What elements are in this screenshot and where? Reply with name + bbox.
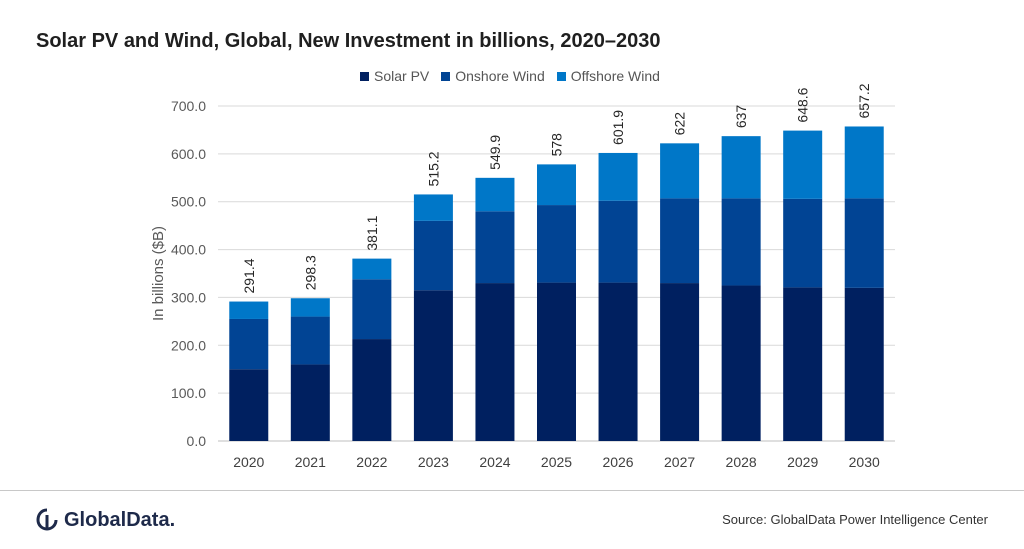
logo-text: GlobalData.: [64, 508, 176, 531]
bar-segment-offshore-wind: [413, 194, 453, 221]
stacked-bar-chart: 0.0 100.0 200.0 300.0 400.0 500.0 600.0 700.0 In…: [150, 83, 895, 470]
bar-segment-onshore-wind: [844, 198, 884, 288]
x-tick-label: 2030: [849, 454, 880, 470]
x-tick-label: 2024: [479, 454, 510, 470]
source-note: Source: GlobalData Power Intelligence Ce…: [722, 512, 988, 527]
legend-item-onshore-wind: Onshore Wind: [441, 68, 545, 84]
y-tick-label: 500.0: [171, 194, 206, 210]
x-tick-label: 2025: [541, 454, 572, 470]
x-tick-label: 2027: [664, 454, 695, 470]
bar-segment-solar-pv: [290, 364, 330, 441]
legend-label-solar-pv: Solar PV: [374, 68, 430, 84]
total-data-label: 291.4: [241, 258, 257, 293]
legend-item-offshore-wind: Offshore Wind: [556, 68, 660, 84]
legend-swatch-offshore-wind: [556, 71, 566, 81]
bar-segment-solar-pv: [721, 285, 761, 441]
y-tick-label: 600.0: [171, 146, 206, 162]
bar-segment-onshore-wind: [537, 205, 576, 283]
bar-segment-solar-pv: [229, 369, 269, 441]
x-tick-label: 2029: [787, 454, 818, 470]
bar-segment-onshore-wind: [229, 318, 269, 370]
bar-segment-solar-pv: [413, 290, 453, 441]
legend-label-onshore-wind: Onshore Wind: [455, 68, 545, 84]
y-tick-label: 200.0: [171, 337, 206, 353]
bar-segment-solar-pv: [352, 339, 392, 441]
total-data-label: 622: [672, 112, 688, 136]
bar-segment-solar-pv: [598, 282, 638, 441]
total-data-label: 578: [549, 133, 565, 157]
total-data-label: 601.9: [610, 110, 626, 145]
bar-segment-offshore-wind: [598, 152, 638, 201]
bar-segment-onshore-wind: [783, 198, 823, 288]
bar-segment-onshore-wind: [352, 279, 392, 340]
bar-segment-solar-pv: [537, 282, 576, 441]
total-data-label: 549.9: [487, 135, 503, 170]
bar-segment-offshore-wind: [844, 126, 884, 199]
total-data-label: 648.6: [795, 87, 811, 122]
total-data-label: 657.2: [856, 83, 872, 118]
bar-segment-offshore-wind: [537, 164, 576, 206]
y-tick-label: 100.0: [171, 385, 206, 401]
x-tick-label: 2028: [726, 454, 757, 470]
bar-segment-onshore-wind: [721, 198, 761, 286]
bar-segment-offshore-wind: [660, 143, 700, 199]
bar-segment-offshore-wind: [352, 258, 392, 280]
bar-segment-solar-pv: [844, 287, 884, 441]
x-tick-label: 2022: [356, 454, 387, 470]
x-tick-label: 2021: [295, 454, 326, 470]
globaldata-logo: GlobalData.: [36, 508, 175, 532]
bar-segment-solar-pv: [475, 283, 515, 441]
bar-segment-offshore-wind: [475, 177, 515, 212]
bar-segment-onshore-wind: [475, 211, 515, 284]
legend-swatch-solar-pv: [360, 71, 369, 81]
x-tick-label: 2023: [418, 454, 449, 470]
bar-segment-onshore-wind: [413, 220, 453, 291]
footer-divider: [0, 490, 1024, 491]
bar-segment-offshore-wind: [290, 298, 330, 317]
x-tick-label: 2026: [602, 454, 633, 470]
legend-item-solar-pv: Solar PV: [360, 68, 429, 84]
total-data-label: 381.1: [364, 215, 380, 250]
y-tick-label: 400.0: [171, 242, 206, 258]
total-data-label: 637: [733, 105, 749, 129]
y-tick-label: 300.0: [171, 289, 206, 305]
x-tick-label: 2020: [233, 454, 264, 470]
bar-segment-onshore-wind: [598, 200, 638, 283]
bar-segment-offshore-wind: [721, 136, 761, 199]
bar-segment-solar-pv: [660, 283, 700, 441]
globaldata-logo-icon: [36, 508, 58, 531]
y-tick-label: 700.0: [171, 98, 206, 114]
y-tick-label: 0.0: [187, 433, 207, 449]
total-data-label: 298.3: [302, 255, 318, 290]
bar-segment-solar-pv: [783, 287, 823, 441]
total-data-label: 515.2: [425, 151, 441, 186]
bar-segment-onshore-wind: [660, 198, 700, 284]
chart-title: Solar PV and Wind, Global, New Investmen…: [36, 30, 661, 52]
bar-segment-onshore-wind: [290, 316, 330, 365]
y-axis-label: In billions ($B): [150, 226, 167, 321]
bar-segment-offshore-wind: [783, 130, 823, 199]
legend-label-offshore-wind: Offshore Wind: [570, 68, 660, 84]
legend-swatch-onshore-wind: [441, 71, 451, 81]
chart-legend: Solar PV Onshore Wind Offshore Wind: [360, 68, 660, 84]
bar-segment-offshore-wind: [229, 301, 269, 319]
